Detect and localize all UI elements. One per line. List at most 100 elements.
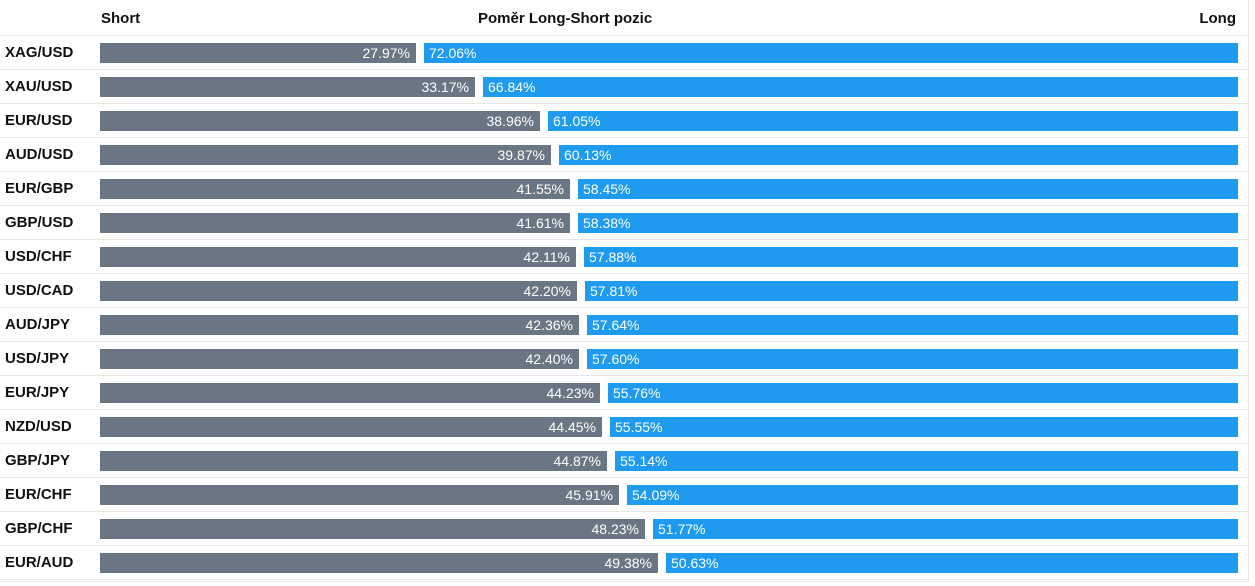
short-value-label: 41.61% (516, 215, 564, 231)
long-bar: 58.38% (578, 213, 1238, 233)
chart-row: GBP/CHF 48.23% 51.77% (0, 512, 1248, 546)
long-bar: 55.76% (608, 383, 1238, 403)
pair-label: XAU/USD (5, 78, 73, 95)
chart-row: EUR/GBP 41.55% 58.45% (0, 172, 1248, 206)
pair-label: EUR/USD (5, 112, 73, 129)
long-bar: 55.55% (610, 417, 1238, 437)
pair-label: EUR/AUD (5, 554, 74, 571)
chart-row: XAG/USD 27.97% 72.06% (0, 36, 1248, 70)
long-bar: 50.63% (666, 553, 1238, 573)
short-bar: 44.45% (100, 417, 602, 437)
long-bar: 72.06% (424, 43, 1238, 63)
short-bar: 42.11% (100, 247, 576, 267)
long-bar: 57.64% (587, 315, 1238, 335)
pair-label: NZD/USD (5, 418, 72, 435)
chart-row: AUD/JPY 42.36% 57.64% (0, 308, 1248, 342)
short-bar: 44.23% (100, 383, 600, 403)
long-value-label: 57.88% (589, 249, 637, 265)
short-value-label: 42.40% (525, 351, 573, 367)
chart-row: EUR/USD 38.96% 61.05% (0, 104, 1248, 138)
short-bar: 38.96% (100, 111, 540, 131)
short-value-label: 49.38% (604, 555, 652, 571)
long-value-label: 51.77% (658, 521, 706, 537)
short-bar: 42.36% (100, 315, 579, 335)
short-value-label: 42.20% (523, 283, 571, 299)
short-value-label: 42.36% (525, 317, 573, 333)
long-value-label: 57.81% (590, 283, 638, 299)
pair-label: EUR/CHF (5, 486, 72, 503)
long-value-label: 50.63% (671, 555, 719, 571)
long-bar: 57.81% (585, 281, 1238, 301)
pair-label: USD/CAD (5, 282, 74, 299)
pair-label: EUR/JPY (5, 384, 70, 401)
long-value-label: 55.14% (620, 453, 668, 469)
long-value-label: 58.38% (583, 215, 631, 231)
pair-label: XAG/USD (5, 44, 74, 61)
long-value-label: 58.45% (583, 181, 631, 197)
short-header-label: Short (101, 10, 141, 27)
long-value-label: 66.84% (488, 79, 536, 95)
long-header-label: Long (1199, 10, 1236, 27)
short-value-label: 44.87% (553, 453, 601, 469)
chart-row: EUR/CHF 45.91% 54.09% (0, 478, 1248, 512)
long-bar: 55.14% (615, 451, 1238, 471)
pair-label: GBP/USD (5, 214, 74, 231)
short-value-label: 27.97% (362, 45, 410, 61)
chart-header: Short Poměr Long-Short pozic Long (0, 0, 1248, 36)
short-value-label: 38.96% (486, 113, 534, 129)
short-bar: 44.87% (100, 451, 607, 471)
long-bar: 58.45% (578, 179, 1238, 199)
long-value-label: 57.64% (592, 317, 640, 333)
short-value-label: 44.45% (548, 419, 596, 435)
short-bar: 33.17% (100, 77, 475, 97)
long-value-label: 57.60% (592, 351, 640, 367)
long-value-label: 72.06% (429, 45, 477, 61)
chart-row: EUR/AUD 49.38% 50.63% (0, 546, 1248, 580)
long-bar: 61.05% (548, 111, 1238, 131)
long-bar: 57.60% (587, 349, 1238, 369)
chart-row: GBP/USD 41.61% 58.38% (0, 206, 1248, 240)
long-bar: 66.84% (483, 77, 1238, 97)
short-bar: 48.23% (100, 519, 645, 539)
long-bar: 57.88% (584, 247, 1238, 267)
chart-row: XAU/USD 33.17% 66.84% (0, 70, 1248, 104)
long-value-label: 55.76% (613, 385, 661, 401)
pair-label: USD/JPY (5, 350, 70, 367)
chart-row: USD/JPY 42.40% 57.60% (0, 342, 1248, 376)
chart-row: NZD/USD 44.45% 55.55% (0, 410, 1248, 444)
pair-label: USD/CHF (5, 248, 72, 265)
short-value-label: 33.17% (421, 79, 469, 95)
long-bar: 51.77% (653, 519, 1238, 539)
short-value-label: 45.91% (565, 487, 613, 503)
short-value-label: 41.55% (516, 181, 564, 197)
pair-label: EUR/GBP (5, 180, 74, 197)
long-bar: 54.09% (627, 485, 1238, 505)
long-value-label: 55.55% (615, 419, 663, 435)
pair-label: AUD/JPY (5, 316, 71, 333)
short-value-label: 39.87% (497, 147, 545, 163)
long-value-label: 60.13% (564, 147, 612, 163)
pair-label: AUD/USD (5, 146, 74, 163)
chart-row: AUD/USD 39.87% 60.13% (0, 138, 1248, 172)
chart-title: Poměr Long-Short pozic (478, 10, 653, 27)
short-bar: 42.40% (100, 349, 579, 369)
chart-row: USD/CAD 42.20% 57.81% (0, 274, 1248, 308)
short-bar: 41.55% (100, 179, 570, 199)
short-bar: 41.61% (100, 213, 570, 233)
short-value-label: 44.23% (546, 385, 594, 401)
chart-row: GBP/JPY 44.87% 55.14% (0, 444, 1248, 478)
short-value-label: 42.11% (523, 249, 570, 265)
long-value-label: 61.05% (553, 113, 601, 129)
pair-label: GBP/CHF (5, 520, 73, 537)
short-bar: 39.87% (100, 145, 551, 165)
pair-label: GBP/JPY (5, 452, 71, 469)
long-value-label: 54.09% (632, 487, 680, 503)
chart-row: USD/CHF 42.11% 57.88% (0, 240, 1248, 274)
chart-row: EUR/JPY 44.23% 55.76% (0, 376, 1248, 410)
short-bar: 27.97% (100, 43, 416, 63)
short-value-label: 48.23% (591, 521, 639, 537)
short-bar: 45.91% (100, 485, 619, 505)
long-bar: 60.13% (559, 145, 1238, 165)
short-bar: 42.20% (100, 281, 577, 301)
